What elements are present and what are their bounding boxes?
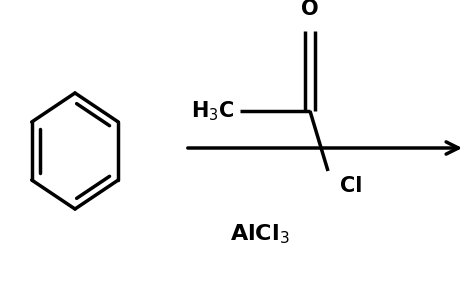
Text: O: O <box>301 0 319 19</box>
Text: H$_3$C: H$_3$C <box>191 99 235 123</box>
Text: AlCl$_3$: AlCl$_3$ <box>230 222 290 246</box>
Text: Cl: Cl <box>340 176 363 196</box>
